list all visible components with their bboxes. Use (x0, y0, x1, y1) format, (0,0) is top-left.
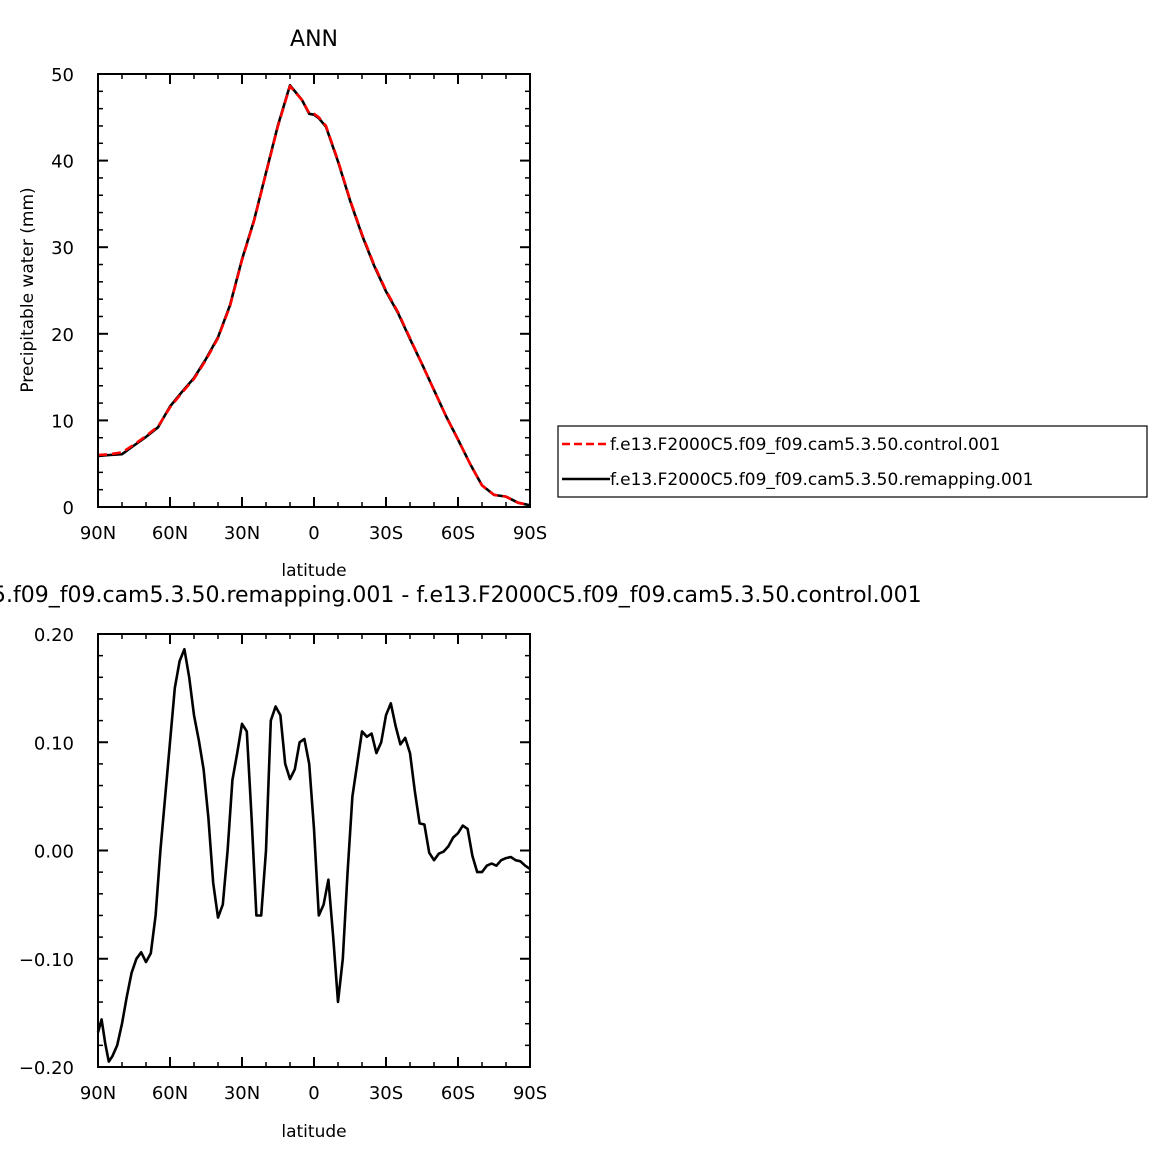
top-panel-frame (97, 73, 531, 508)
y-tick-label: 10 (51, 411, 74, 432)
x-tick-label: 30S (369, 1083, 403, 1104)
x-tick-label: 90N (80, 1083, 116, 1104)
x-tick-label: 0 (308, 523, 319, 544)
top-panel-title: ANN (290, 27, 338, 52)
x-tick-label: 60S (441, 523, 475, 544)
y-tick-label: 0 (63, 498, 74, 519)
legend-entry-control: f.e13.F2000C5.f09_f09.cam5.3.50.control.… (610, 435, 1001, 455)
legend-entry-remapping: f.e13.F2000C5.f09_f09.cam5.3.50.remappin… (610, 470, 1034, 490)
legend-box (557, 425, 1148, 498)
y-tick-label: 0.10 (34, 733, 74, 754)
bottom-panel-frame (97, 633, 531, 1068)
top-panel-x-axis-label: latitude (281, 561, 346, 581)
y-tick-label: 0.20 (34, 625, 74, 646)
y-tick-label: 0.00 (34, 842, 74, 863)
x-tick-label: 30S (369, 523, 403, 544)
top-panel-series (97, 84, 531, 507)
x-tick-label: 60N (152, 523, 188, 544)
y-tick-label: 30 (51, 238, 74, 259)
difference-panel: f.e13.F2000C5.f09_f09.cam5.3.50.remappin… (0, 583, 922, 1142)
x-tick-label: 90S (513, 523, 547, 544)
top-panel-y-axis-label: Precipitable water (mm) (18, 187, 38, 392)
x-tick-label: 30N (224, 1083, 260, 1104)
series-line-0 (97, 84, 531, 507)
x-tick-label: 60N (152, 1083, 188, 1104)
precipitable-water-panel: ANN Precipitable water (mm) latitude 90N… (18, 27, 547, 581)
y-tick-label: 20 (51, 325, 74, 346)
x-tick-label: 90N (80, 523, 116, 544)
y-tick-label: −0.10 (19, 950, 74, 971)
legend: f.e13.F2000C5.f09_f09.cam5.3.50.control.… (557, 425, 1148, 498)
bottom-panel-title: f.e13.F2000C5.f09_f09.cam5.3.50.remappin… (0, 583, 922, 608)
y-tick-label: 50 (51, 65, 74, 86)
bottom-panel-x-axis-label: latitude (281, 1122, 346, 1142)
x-tick-label: 90S (513, 1083, 547, 1104)
series-line-0 (96, 647, 531, 1063)
series-line-1 (97, 84, 531, 507)
x-tick-label: 30N (224, 523, 260, 544)
top-panel-ticks: 90N 60N 30N 0 30S 60S 90S 0 10 20 30 40 50 (51, 65, 547, 544)
y-tick-label: 40 (51, 152, 74, 173)
x-tick-label: 60S (441, 1083, 475, 1104)
bottom-panel-series (96, 647, 531, 1063)
y-tick-label: −0.20 (19, 1058, 74, 1079)
x-tick-label: 0 (308, 1083, 319, 1104)
